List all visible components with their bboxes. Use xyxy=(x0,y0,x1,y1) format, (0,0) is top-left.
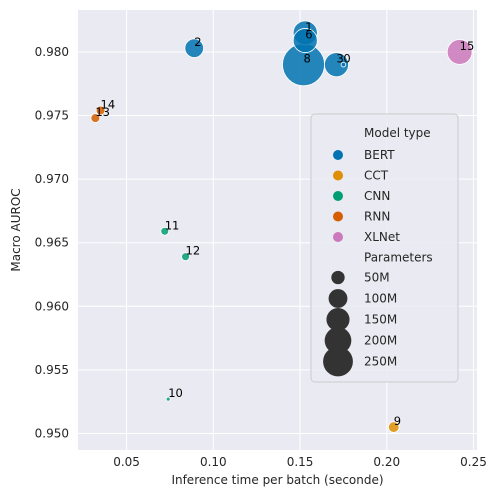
point-label: 2 xyxy=(194,35,201,49)
legend-size-label: 250M xyxy=(364,355,397,369)
point-label: 6 xyxy=(305,28,312,42)
data-point xyxy=(90,113,101,123)
y-tick-label: 0.955 xyxy=(35,363,69,377)
data-point xyxy=(181,252,190,262)
legend-size-label: 150M xyxy=(364,313,397,327)
data-point xyxy=(95,105,106,116)
point-label: 3 xyxy=(336,52,343,66)
legend-entry-label: XLNet xyxy=(364,230,400,244)
x-tick-label: 0.05 xyxy=(113,455,140,469)
legend-hue-title: Model type xyxy=(364,126,431,140)
x-tick-label: 0.10 xyxy=(200,455,227,469)
point-label: 15 xyxy=(460,39,475,53)
data-point xyxy=(160,226,170,236)
legend-entry-label: CNN xyxy=(364,189,390,203)
x-tick-label: 0.20 xyxy=(373,455,400,469)
legend-marker xyxy=(333,232,343,242)
legend-marker xyxy=(333,211,343,222)
data-point xyxy=(184,38,204,58)
legend-size-marker xyxy=(331,270,345,285)
point-label: 9 xyxy=(394,414,401,428)
legend-size-marker xyxy=(323,346,353,377)
data-point xyxy=(324,52,349,78)
y-tick-label: 0.965 xyxy=(35,236,69,250)
legend-size-label: 100M xyxy=(364,292,397,306)
data-point xyxy=(165,396,171,402)
data-point xyxy=(387,421,400,433)
axis-ticks: 0.05 0.10 0.15 0.20 0.25 0.950 0.955 0.960 0.965… xyxy=(35,45,487,469)
x-axis-label: Inference time per batch (seconde) xyxy=(171,473,383,487)
legend-entry-label: CCT xyxy=(364,169,389,183)
point-label: 8 xyxy=(304,52,311,66)
point-label: 1 xyxy=(305,20,312,34)
point-label: 12 xyxy=(186,244,201,258)
point-label: 13 xyxy=(95,105,110,119)
legend-size-marker xyxy=(326,307,350,332)
legend-size-label: 200M xyxy=(364,334,397,348)
data-point xyxy=(340,61,347,68)
point-label: 0 xyxy=(343,52,350,66)
point-label: 11 xyxy=(165,218,180,232)
legend-size-marker xyxy=(328,289,348,308)
y-tick-label: 0.980 xyxy=(35,45,69,59)
legend: Model type BERT CCT CNN RNN XLNet Parameters 50… xyxy=(310,113,459,383)
y-tick-label: 0.970 xyxy=(35,172,69,186)
point-label: 14 xyxy=(101,97,116,111)
x-tick-label: 0.15 xyxy=(287,455,314,469)
y-tick-label: 0.975 xyxy=(35,109,69,123)
point-label: 10 xyxy=(168,386,183,400)
legend-entry-label: RNN xyxy=(364,210,390,224)
legend-marker xyxy=(333,170,343,181)
legend-size-marker xyxy=(324,327,352,354)
legend-size-label: 50M xyxy=(364,271,390,285)
legend-size-title: Parameters xyxy=(364,251,433,265)
legend-entry-label: BERT xyxy=(364,148,395,162)
y-tick-label: 0.960 xyxy=(35,299,69,313)
legend-marker xyxy=(333,150,343,160)
y-axis-label: Macro AUROC xyxy=(9,188,23,271)
data-point xyxy=(446,39,473,65)
y-tick-label: 0.950 xyxy=(35,426,69,440)
data-point xyxy=(292,28,318,53)
x-tick-label: 0.25 xyxy=(460,455,487,469)
legend-marker xyxy=(333,191,343,201)
